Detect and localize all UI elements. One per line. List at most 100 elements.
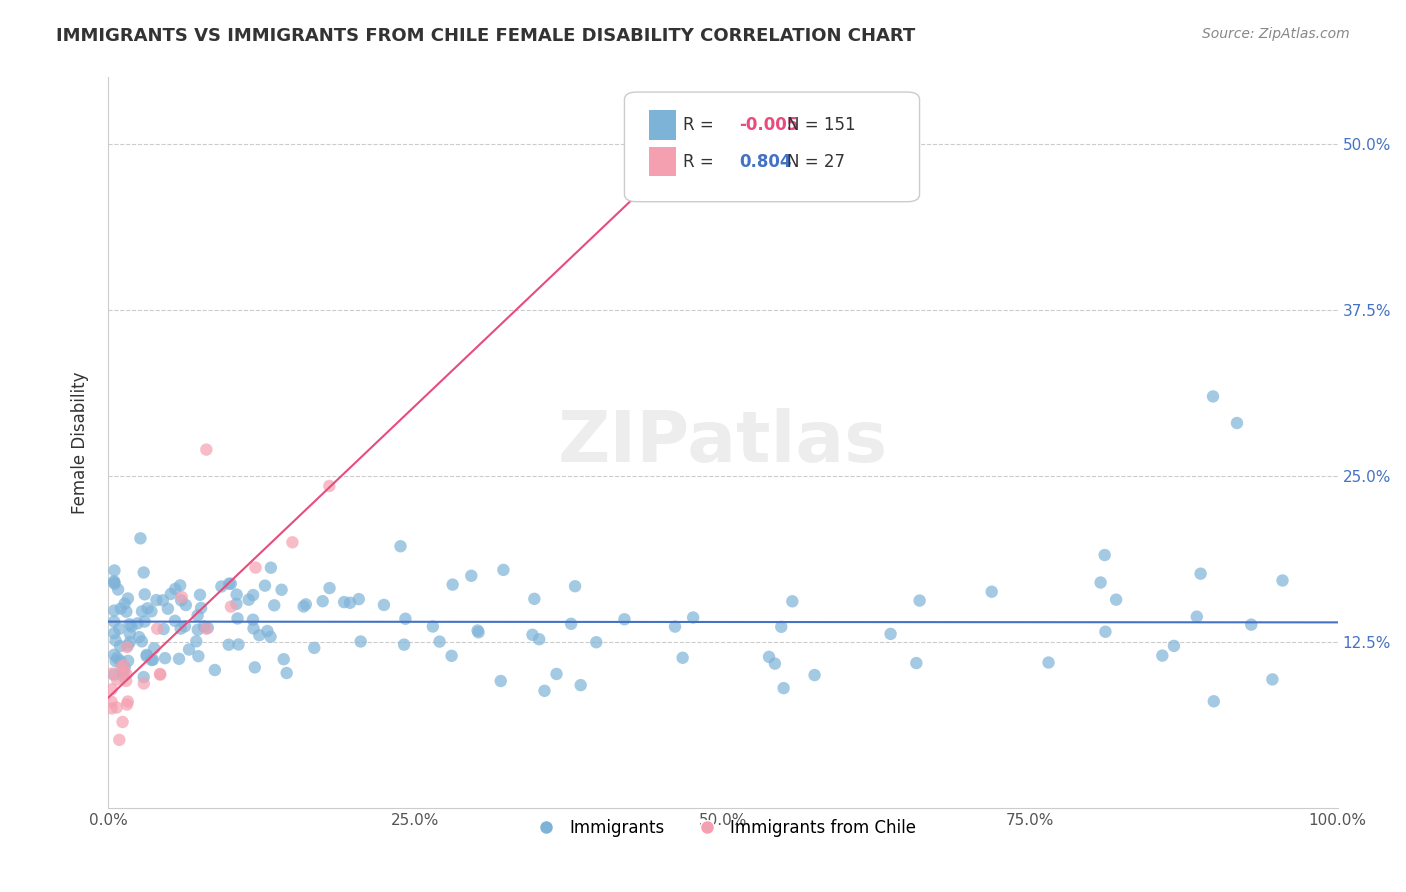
- Point: [333, 595, 356, 609]
- Point: [103, 603, 125, 617]
- Point: [1105, 592, 1128, 607]
- Point: [100, 666, 122, 681]
- Text: R =: R =: [683, 153, 720, 170]
- Point: [270, 582, 292, 597]
- Point: [167, 652, 190, 666]
- Point: [114, 597, 136, 611]
- Point: [238, 592, 260, 607]
- Point: [1271, 574, 1294, 588]
- Point: [259, 630, 281, 644]
- Point: [117, 591, 139, 606]
- Point: [103, 564, 125, 578]
- Point: [253, 579, 276, 593]
- Point: [170, 590, 193, 604]
- Text: N = 27: N = 27: [787, 153, 845, 170]
- Point: [134, 615, 156, 629]
- Point: [132, 670, 155, 684]
- Point: [770, 620, 793, 634]
- Point: [115, 605, 138, 619]
- Point: [564, 579, 586, 593]
- Point: [218, 638, 240, 652]
- Point: [115, 667, 138, 681]
- Point: [108, 622, 131, 636]
- Point: [1152, 648, 1174, 663]
- Point: [135, 648, 157, 662]
- Point: [276, 665, 298, 680]
- Point: [373, 598, 395, 612]
- Point: [522, 628, 544, 642]
- Point: [218, 576, 240, 591]
- Point: [132, 676, 155, 690]
- Point: [980, 584, 1002, 599]
- Point: [429, 634, 451, 648]
- Point: [111, 669, 134, 683]
- Point: [131, 604, 153, 618]
- Point: [467, 625, 489, 640]
- Point: [664, 619, 686, 633]
- Point: [141, 653, 163, 667]
- Point: [115, 698, 138, 712]
- Point: [489, 673, 512, 688]
- Point: [143, 641, 166, 656]
- Point: [118, 635, 141, 649]
- Point: [225, 588, 247, 602]
- Point: [136, 601, 159, 615]
- Point: [117, 694, 139, 708]
- Point: [149, 667, 172, 681]
- Point: [1163, 639, 1185, 653]
- Point: [292, 599, 315, 614]
- Point: [389, 539, 412, 553]
- Point: [131, 634, 153, 648]
- Point: [242, 613, 264, 627]
- Point: [100, 695, 122, 709]
- Point: [260, 560, 283, 574]
- Point: [169, 578, 191, 592]
- Point: [103, 575, 125, 590]
- Point: [242, 621, 264, 635]
- Point: [197, 621, 219, 635]
- Point: [422, 619, 444, 633]
- Point: [908, 593, 931, 607]
- Text: R =: R =: [683, 116, 720, 134]
- Point: [190, 601, 212, 615]
- Text: N = 151: N = 151: [787, 116, 855, 134]
- Point: [132, 566, 155, 580]
- Point: [170, 622, 193, 636]
- Point: [247, 628, 270, 642]
- Point: [104, 576, 127, 591]
- Point: [152, 593, 174, 607]
- Point: [672, 650, 695, 665]
- Point: [177, 642, 200, 657]
- Point: [195, 442, 218, 457]
- Point: [128, 630, 150, 644]
- Point: [108, 732, 131, 747]
- Point: [114, 660, 136, 674]
- Point: [758, 649, 780, 664]
- Point: [186, 634, 208, 648]
- Point: [560, 616, 582, 631]
- Point: [682, 610, 704, 624]
- Point: [145, 593, 167, 607]
- Point: [1094, 548, 1116, 562]
- FancyBboxPatch shape: [624, 92, 920, 202]
- Text: -0.005: -0.005: [738, 116, 799, 134]
- Point: [245, 560, 267, 574]
- Point: [273, 652, 295, 666]
- Y-axis label: Female Disability: Female Disability: [72, 372, 89, 514]
- Point: [318, 581, 340, 595]
- Point: [135, 649, 157, 664]
- Point: [527, 632, 550, 647]
- Point: [112, 658, 135, 673]
- Point: [100, 701, 122, 715]
- Point: [129, 532, 152, 546]
- Point: [879, 627, 901, 641]
- Point: [1094, 624, 1116, 639]
- Point: [170, 593, 193, 607]
- Point: [1202, 694, 1225, 708]
- Point: [141, 604, 163, 618]
- Point: [228, 638, 250, 652]
- Point: [585, 635, 607, 649]
- Point: [118, 626, 141, 640]
- Point: [104, 654, 127, 668]
- Point: [134, 587, 156, 601]
